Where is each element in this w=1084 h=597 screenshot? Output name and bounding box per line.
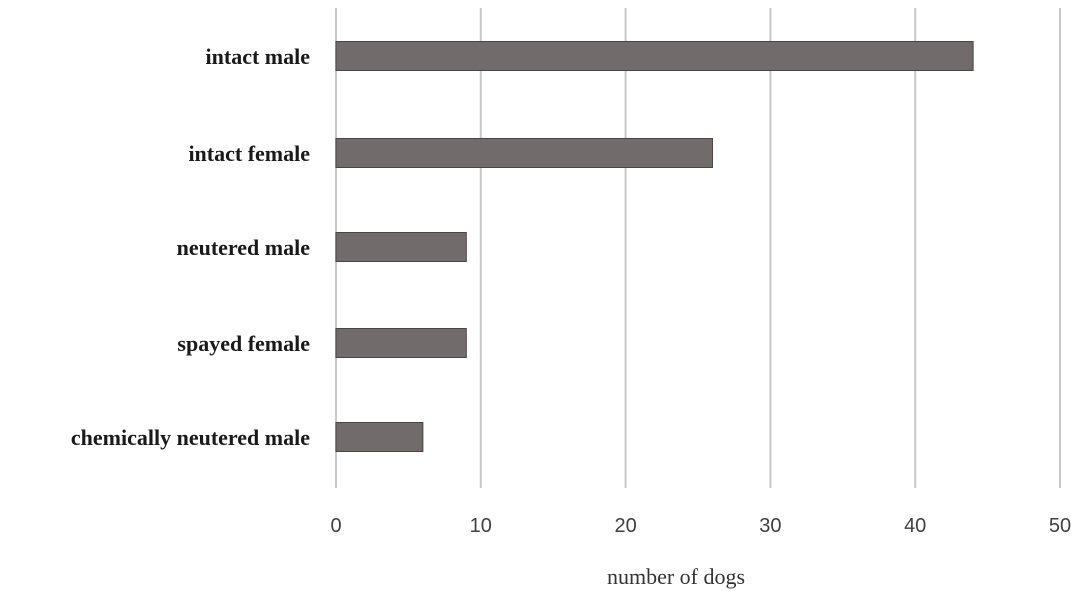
bar-intact-female xyxy=(335,138,713,168)
x-tick-label-30: 30 xyxy=(759,515,781,537)
bar-intact-male xyxy=(335,41,974,71)
bar-chemically-neutered-male xyxy=(335,422,424,452)
gridlines xyxy=(335,8,1061,488)
category-label-intact-female: intact female xyxy=(188,141,310,166)
bar-neutered-male xyxy=(335,232,467,262)
x-tick-label-40: 40 xyxy=(904,515,926,537)
category-labels: intact male intact female neutered male spa… xyxy=(71,44,310,450)
category-label-spayed-female: spayed female xyxy=(177,331,310,356)
x-tick-label-50: 50 xyxy=(1049,515,1071,537)
category-label-intact-male: intact male xyxy=(206,44,311,69)
bars xyxy=(335,41,974,452)
x-tick-label-10: 10 xyxy=(470,515,492,537)
x-tick-label-0: 0 xyxy=(330,515,341,537)
bar-spayed-female xyxy=(335,328,467,358)
category-label-neutered-male: neutered male xyxy=(177,235,311,260)
category-label-chemically-neutered-male: chemically neutered male xyxy=(71,425,310,450)
x-tick-labels: 0 10 20 30 40 50 xyxy=(330,515,1071,537)
x-axis-title: number of dogs xyxy=(607,564,745,589)
x-tick-label-20: 20 xyxy=(614,515,636,537)
